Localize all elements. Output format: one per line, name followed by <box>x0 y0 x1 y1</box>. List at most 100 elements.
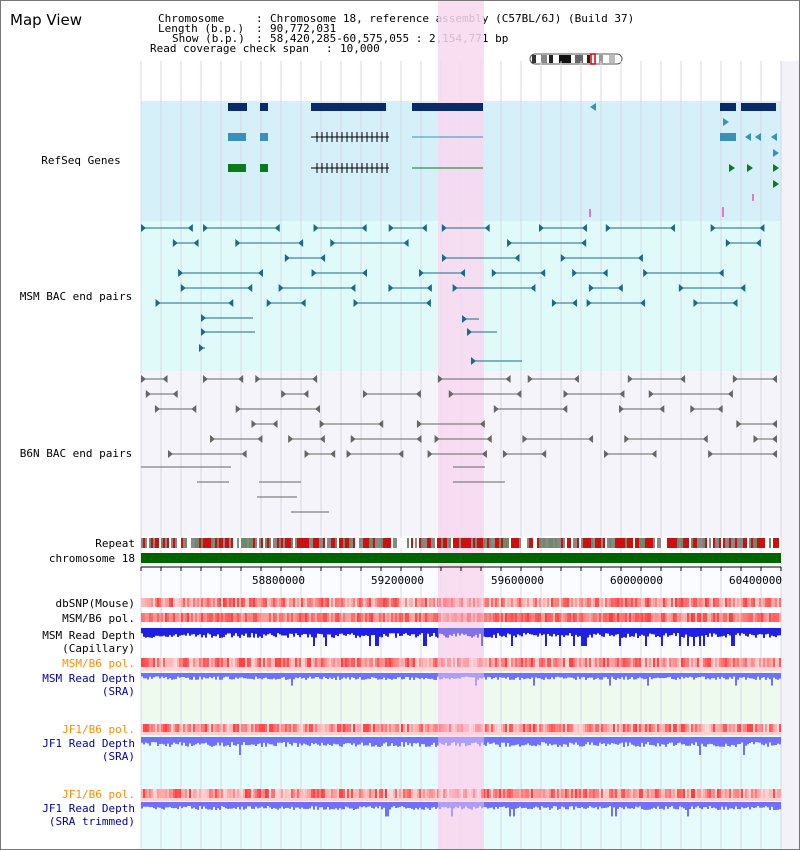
polymorphism-cell <box>477 658 479 667</box>
jf1-sra-depth-bar <box>615 737 617 745</box>
polymorphism-cell <box>451 598 453 607</box>
repeat-segment <box>273 538 275 548</box>
msm-cap-depth-bar <box>213 628 215 636</box>
jf1-sra-depth-bar <box>693 737 695 746</box>
polymorphism-cell <box>307 658 309 667</box>
msm-sra-depth-bar <box>359 673 361 678</box>
msm-bac-pair-end <box>441 224 447 232</box>
track-label-msm-b6-pol-1[interactable]: MSM/B6 pol. <box>62 612 135 625</box>
repeat-segment <box>287 538 289 548</box>
polymorphism-cell <box>413 598 415 607</box>
msm-sra-depth-bar <box>153 673 155 678</box>
jf1-trim-depth-bar <box>531 802 533 810</box>
polymorphism-cell <box>247 658 249 667</box>
track-label-msm-bac[interactable]: MSM BAC end pairs <box>19 290 133 303</box>
msm-cap-depth-bar <box>751 628 753 635</box>
jf1-sra-depth-bar <box>383 737 385 744</box>
polymorphism-cell <box>255 613 257 622</box>
polymorphism-cell <box>257 724 259 732</box>
polymorphism-cell <box>221 658 223 667</box>
repeat-segment <box>601 538 603 548</box>
polymorphism-cell <box>197 724 199 732</box>
polymorphism-cell <box>649 724 651 732</box>
jf1-sra-depth-bar <box>743 737 745 755</box>
polymorphism-cell <box>543 789 545 798</box>
msm-sra-depth-bar <box>201 673 203 680</box>
polymorphism-cell <box>253 789 255 798</box>
repeat-segment <box>581 538 583 548</box>
msm-cap-depth-bar <box>745 628 747 636</box>
polymorphism-cell <box>239 658 241 667</box>
msm-sra-depth-bar <box>379 673 381 680</box>
track-label-jf1-b6-pol-1[interactable]: JF1/B6 pol. <box>62 723 135 736</box>
jf1-sra-depth-bar <box>769 737 771 743</box>
polymorphism-cell <box>219 658 221 667</box>
jf1-trim-depth-bar <box>251 802 253 809</box>
polymorphism-cell <box>677 724 679 732</box>
polymorphism-cell <box>353 724 355 732</box>
polymorphism-cell <box>577 658 579 667</box>
track-label-msm-depth-cap-1[interactable]: MSM Read Depth <box>42 629 135 642</box>
repeat-segment <box>149 538 151 548</box>
polymorphism-cell <box>327 724 329 732</box>
polymorphism-cell <box>261 724 263 732</box>
track-label-b6n-bac[interactable]: B6N BAC end pairs <box>19 447 133 460</box>
track-label-jf1-depth-sra-1[interactable]: JF1 Read Depth <box>42 737 135 750</box>
msm-cap-depth-bar <box>223 628 225 637</box>
polymorphism-cell <box>375 724 377 732</box>
polymorphism-cell <box>357 658 359 667</box>
track-label-repeat[interactable]: Repeat <box>95 537 135 550</box>
msm-bac-pair-end <box>353 299 359 307</box>
polymorphism-cell <box>439 789 441 798</box>
polymorphism-cell <box>351 598 353 607</box>
polymorphism-cell <box>633 613 635 622</box>
jf1-trim-depth-bar <box>585 802 587 809</box>
track-label-msm-depth-sra-1[interactable]: MSM Read Depth <box>42 672 135 685</box>
jf1-sra-depth-bar <box>469 737 471 746</box>
msm-sra-depth-bar <box>599 673 601 680</box>
polymorphism-cell <box>163 789 165 798</box>
polymorphism-cell <box>705 598 707 607</box>
polymorphism-cell <box>501 724 503 732</box>
track-label-msm-depth-sra-2[interactable]: (SRA) <box>101 685 135 698</box>
track-label-msm-depth-cap-2[interactable]: (Capillary) <box>62 642 135 655</box>
gene-exon <box>311 103 386 111</box>
track-label-msm-b6-pol-2[interactable]: MSM/B6 pol. <box>62 657 135 670</box>
polymorphism-cell <box>705 789 707 798</box>
jf1-trim-depth-bar <box>761 802 763 808</box>
msm-cap-depth-bar <box>403 628 405 634</box>
polymorphism-cell <box>189 724 191 732</box>
jf1-trim-depth-bar <box>297 802 299 808</box>
b6n-bac-pair-end <box>732 375 738 383</box>
track-label-refseq[interactable]: RefSeq Genes <box>41 154 121 167</box>
track-label-jf1-depth-sra-2[interactable]: (SRA) <box>101 750 135 763</box>
jf1-sra-depth-bar <box>477 737 479 745</box>
track-label-chromosome[interactable]: chromosome 18 <box>48 552 135 565</box>
repeat-segment <box>679 538 681 548</box>
track-label-jf1-depth-trim-2[interactable]: (SRA trimmed) <box>48 815 135 828</box>
track-label-jf1-b6-pol-2[interactable]: JF1/B6 pol. <box>62 788 135 801</box>
polymorphism-cell <box>323 789 325 798</box>
polymorphism-cell <box>567 658 569 667</box>
polymorphism-cell <box>571 789 573 798</box>
repeat-segment <box>475 538 477 548</box>
repeat-segment <box>241 538 243 548</box>
msm-sra-depth-bar <box>625 673 627 677</box>
polymorphism-cell <box>757 613 759 622</box>
jf1-trim-depth-bar <box>423 802 425 810</box>
jf1-sra-depth-bar <box>259 737 261 744</box>
polymorphism-cell <box>723 724 725 732</box>
chromosome-ideogram[interactable] <box>529 53 624 65</box>
polymorphism-cell <box>515 789 517 798</box>
repeat-segment <box>183 538 185 548</box>
jf1-trim-depth-bar <box>361 802 363 808</box>
gene-arrow <box>773 149 779 157</box>
jf1-sra-depth-bar <box>447 737 449 746</box>
repeat-segment <box>645 538 647 548</box>
polymorphism-cell <box>151 724 153 732</box>
track-label-jf1-depth-trim-1[interactable]: JF1 Read Depth <box>42 802 135 815</box>
msm-sra-depth-bar <box>629 673 631 679</box>
track-label-dbsnp[interactable]: dbSNP(Mouse) <box>55 597 135 610</box>
jf1-sra-depth-bar <box>609 737 611 745</box>
